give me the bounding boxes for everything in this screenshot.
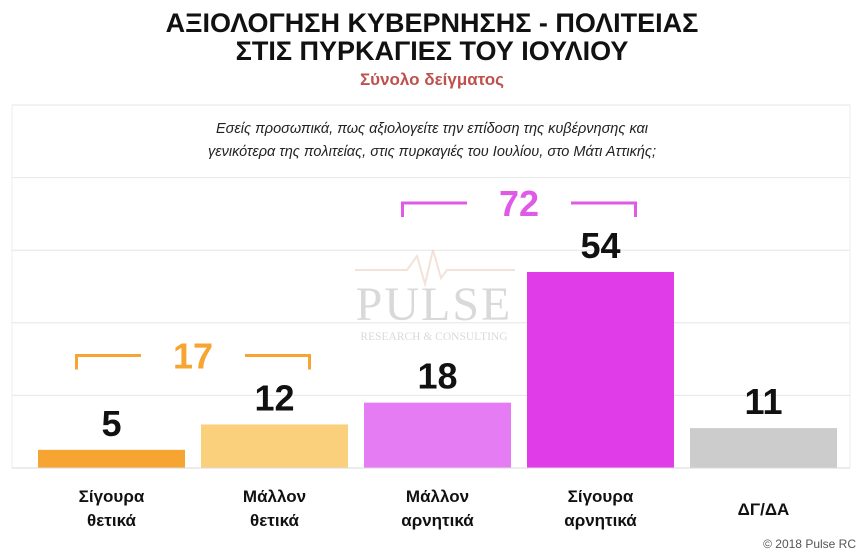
- category-label-line: αρνητικά: [401, 511, 474, 530]
- category-label-line: θετικά: [87, 511, 136, 530]
- category-label: Μάλλον αρνητικά: [401, 487, 474, 530]
- bar-value-label: 54: [580, 225, 620, 266]
- gridlines: [11, 104, 851, 468]
- survey-question-line-2: γενικότερα της πολιτείας, στις πυρκαγιές…: [208, 144, 656, 160]
- bar-value-label: 12: [254, 377, 294, 418]
- category-label-line: αρνητικά: [564, 511, 637, 530]
- bar-value-label: 11: [744, 381, 782, 422]
- category-label-line: ΔΓ/ΔΑ: [738, 500, 790, 519]
- group-bracket: 17: [75, 335, 311, 376]
- chart-title-line-2: ΣΤΙΣ ΠΥΡΚΑΓΙΕΣ ΤΟΥ ΙΟΥΛΙΟΥ: [235, 36, 629, 66]
- bracket-left-arm: [401, 201, 467, 218]
- category-label: Σίγουρα θετικά: [79, 487, 145, 530]
- bar-value-label: 18: [417, 356, 457, 397]
- category-label-line: θετικά: [250, 511, 299, 530]
- bar: [527, 271, 674, 468]
- category-label-line: Σίγουρα: [79, 487, 145, 506]
- category-label: ΔΓ/ΔΑ: [738, 500, 790, 519]
- group-total-label: 17: [173, 335, 213, 376]
- category-label-line: Μάλλον: [406, 487, 469, 506]
- group-bracket: 72: [401, 183, 637, 224]
- watermark-tagline: RESEARCH & CONSULTING: [360, 331, 507, 343]
- bar: [364, 402, 511, 468]
- bracket-left-arm: [75, 353, 141, 370]
- bar: [38, 449, 185, 468]
- bracket-right-arm: [245, 353, 311, 370]
- category-label-line: Μάλλον: [243, 487, 306, 506]
- pulse-watermark-logo: PULSE RESEARCH & CONSULTING: [355, 250, 515, 343]
- category-label-line: Σίγουρα: [568, 487, 634, 506]
- category-label: Μάλλον θετικά: [243, 487, 306, 530]
- bracket-right-arm: [571, 201, 637, 218]
- survey-question-line-1: Εσείς προσωπικά, πως αξιολογείτε την επί…: [215, 121, 649, 137]
- pulse-line-icon: [355, 250, 515, 288]
- bar: [690, 428, 837, 468]
- chart-title-line-1: ΑΞΙΟΛΟΓΗΣΗ ΚΥΒΕΡΝΗΣΗΣ - ΠΟΛΙΤΕΙΑΣ: [165, 8, 699, 38]
- watermark-brand: PULSE: [356, 278, 513, 331]
- value-labels: 5 12 18 54 11: [101, 225, 782, 444]
- category-label: Σίγουρα αρνητικά: [564, 487, 637, 530]
- bars: [38, 271, 837, 468]
- bar: [201, 424, 348, 468]
- copyright-notice: © 2018 Pulse RC: [763, 537, 856, 551]
- chart-subtitle: Σύνολο δείγματος: [359, 70, 505, 89]
- group-total-label: 72: [499, 183, 539, 224]
- bar-value-label: 5: [101, 403, 121, 444]
